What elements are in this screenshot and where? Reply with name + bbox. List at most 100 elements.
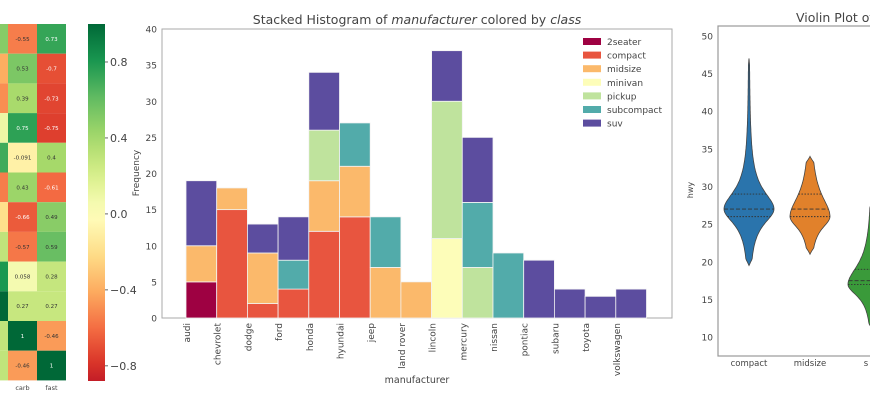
- legend-label: subcompact: [607, 106, 663, 116]
- x-axis-label: manufacturer: [385, 375, 450, 386]
- y-tick-label: 5: [151, 278, 157, 288]
- legend-label: 2seater: [607, 38, 642, 48]
- histogram-bar-compact: [308, 230, 340, 319]
- heatmap-cell-value: -0.7: [46, 67, 57, 73]
- x-tick-label: pontiac: [521, 323, 531, 356]
- legend-label: suv: [607, 120, 623, 130]
- heatmap-cell-value: -0.75: [44, 126, 59, 132]
- colorbar-tick-label: 0.8: [110, 56, 128, 69]
- y-axis-label: hwy: [686, 182, 695, 199]
- y-tick-label: 0: [151, 315, 157, 325]
- heatmap-cell: [8, 53, 37, 84]
- heatmap-cell: [37, 113, 66, 143]
- heatmap-cell: [0, 83, 8, 114]
- heatmap-cell: [37, 350, 66, 381]
- colorbar-tick-label: 0.0: [110, 208, 128, 221]
- heatmap-cell-value: 0.73: [45, 37, 58, 43]
- legend-label: pickup: [607, 92, 637, 102]
- heatmap-cell-value: -0.46: [15, 364, 30, 370]
- heatmap-cell-value: -0.46: [44, 334, 59, 340]
- histogram-bar-suv: [308, 71, 340, 131]
- histogram-bar-suv: [584, 295, 617, 319]
- histogram-bar-subcompact: [277, 259, 310, 290]
- y-tick-label: 35: [146, 62, 157, 72]
- heatmap-cell: [37, 231, 66, 262]
- heatmap-cell: [8, 83, 37, 114]
- heatmap-cell-value: 0.4: [47, 156, 56, 162]
- y-tick-label: 40: [146, 26, 158, 36]
- x-tick-label: mercury: [459, 322, 469, 360]
- heatmap-cell: [37, 172, 66, 203]
- heatmap-cell: [0, 142, 8, 173]
- heatmap-cell-value: 0.53: [16, 67, 29, 73]
- heatmap-cell: [0, 24, 8, 54]
- histogram-bar-subcompact: [339, 122, 371, 167]
- legend-label: compact: [607, 52, 646, 62]
- legend-label: midsize: [607, 65, 642, 75]
- heatmap-cell: [0, 53, 8, 84]
- colorbar-tick-label: −0.8: [110, 360, 137, 373]
- histogram-bar-pickup: [308, 129, 340, 182]
- heatmap-cell: [8, 350, 37, 381]
- histogram-bar-midsize: [216, 187, 248, 211]
- correlation-heatmap: r-0.550.530.390.75-0.0910.43-0.66-0.570.…: [0, 24, 66, 392]
- heatmap-cell: [37, 83, 66, 114]
- heatmap-cell-value: 1: [50, 364, 54, 370]
- heatmap-cell: [0, 113, 8, 143]
- violin-title: Violin Plot of: [796, 10, 870, 25]
- heatmap-cell-value: 0.59: [45, 245, 58, 251]
- heatmap-cell: [0, 261, 8, 292]
- x-tick-label: nissan: [490, 323, 500, 352]
- histogram-title: Stacked Histogram of manufacturer colore…: [253, 12, 582, 27]
- x-tick-label: midsize: [794, 359, 827, 369]
- x-tick-label: subaru: [551, 323, 561, 354]
- heatmap-cell: [0, 321, 8, 351]
- legend-swatch-2seater: [583, 38, 601, 45]
- heatmap-cell: [8, 321, 37, 351]
- x-tick-label: s: [864, 359, 869, 369]
- histogram-bar-minivan: [431, 238, 463, 319]
- legend-swatch-suv: [583, 119, 601, 127]
- heatmap-column-label: carb: [15, 384, 29, 392]
- y-tick-label: 25: [702, 221, 713, 231]
- histogram-bar-suv: [185, 180, 218, 247]
- x-tick-label: chevrolet: [214, 323, 224, 366]
- heatmap-cell: [37, 321, 66, 351]
- heatmap-cell: [37, 24, 66, 54]
- heatmap-cell-value: -0.55: [15, 37, 30, 43]
- histogram-bar-suv: [431, 50, 463, 102]
- histogram-bar-pickup: [461, 267, 494, 319]
- histogram-bar-midsize: [246, 252, 279, 304]
- legend-swatch-pickup: [583, 92, 601, 100]
- stacked-histogram: 0 5 10 15 20 25 30 35 40 audi chevrolet dodge ford ho…: [132, 12, 673, 386]
- heatmap-cell: [8, 261, 37, 292]
- y-tick-label: 40: [702, 108, 714, 118]
- heatmap-cell-value: -0.091: [14, 156, 32, 162]
- histogram-bar-midsize: [369, 267, 402, 319]
- heatmap-cell: [8, 291, 37, 321]
- x-tick-label: toyota: [582, 323, 592, 352]
- legend-swatch-subcompact: [583, 106, 601, 113]
- histogram-bar-compact: [246, 303, 279, 319]
- histogram-bar-suv: [246, 223, 279, 254]
- histogram-bar-subcompact: [461, 201, 494, 268]
- title-part: colored by: [477, 12, 550, 27]
- x-tick-label: compact: [731, 359, 768, 369]
- histogram-bar-compact: [277, 288, 310, 319]
- heatmap-cell: [37, 142, 66, 173]
- x-tick-label: jeep: [367, 323, 377, 344]
- heatmap-cell-value: 0.28: [45, 274, 58, 280]
- heatmap-cell: [8, 24, 37, 54]
- title-part: Stacked Histogram of: [253, 12, 392, 27]
- legend-swatch-compact: [583, 51, 601, 59]
- x-tick-label: ford: [275, 323, 285, 341]
- heatmap-cell: [8, 113, 37, 143]
- histogram-bar-suv: [554, 288, 586, 319]
- legend-swatch-minivan: [583, 78, 601, 86]
- heatmap-cell: [0, 202, 8, 232]
- heatmap-cell: [37, 261, 66, 292]
- histogram-bar-2seater: [185, 281, 218, 319]
- y-tick-label: 10: [146, 242, 158, 252]
- histogram-bar-compact: [339, 216, 371, 319]
